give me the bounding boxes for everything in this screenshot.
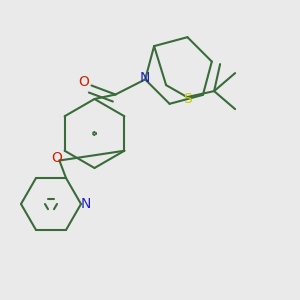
Text: N: N: [140, 71, 150, 85]
Text: S: S: [183, 92, 191, 106]
Text: N: N: [80, 197, 91, 211]
Text: O: O: [79, 76, 89, 89]
Text: O: O: [51, 151, 62, 164]
